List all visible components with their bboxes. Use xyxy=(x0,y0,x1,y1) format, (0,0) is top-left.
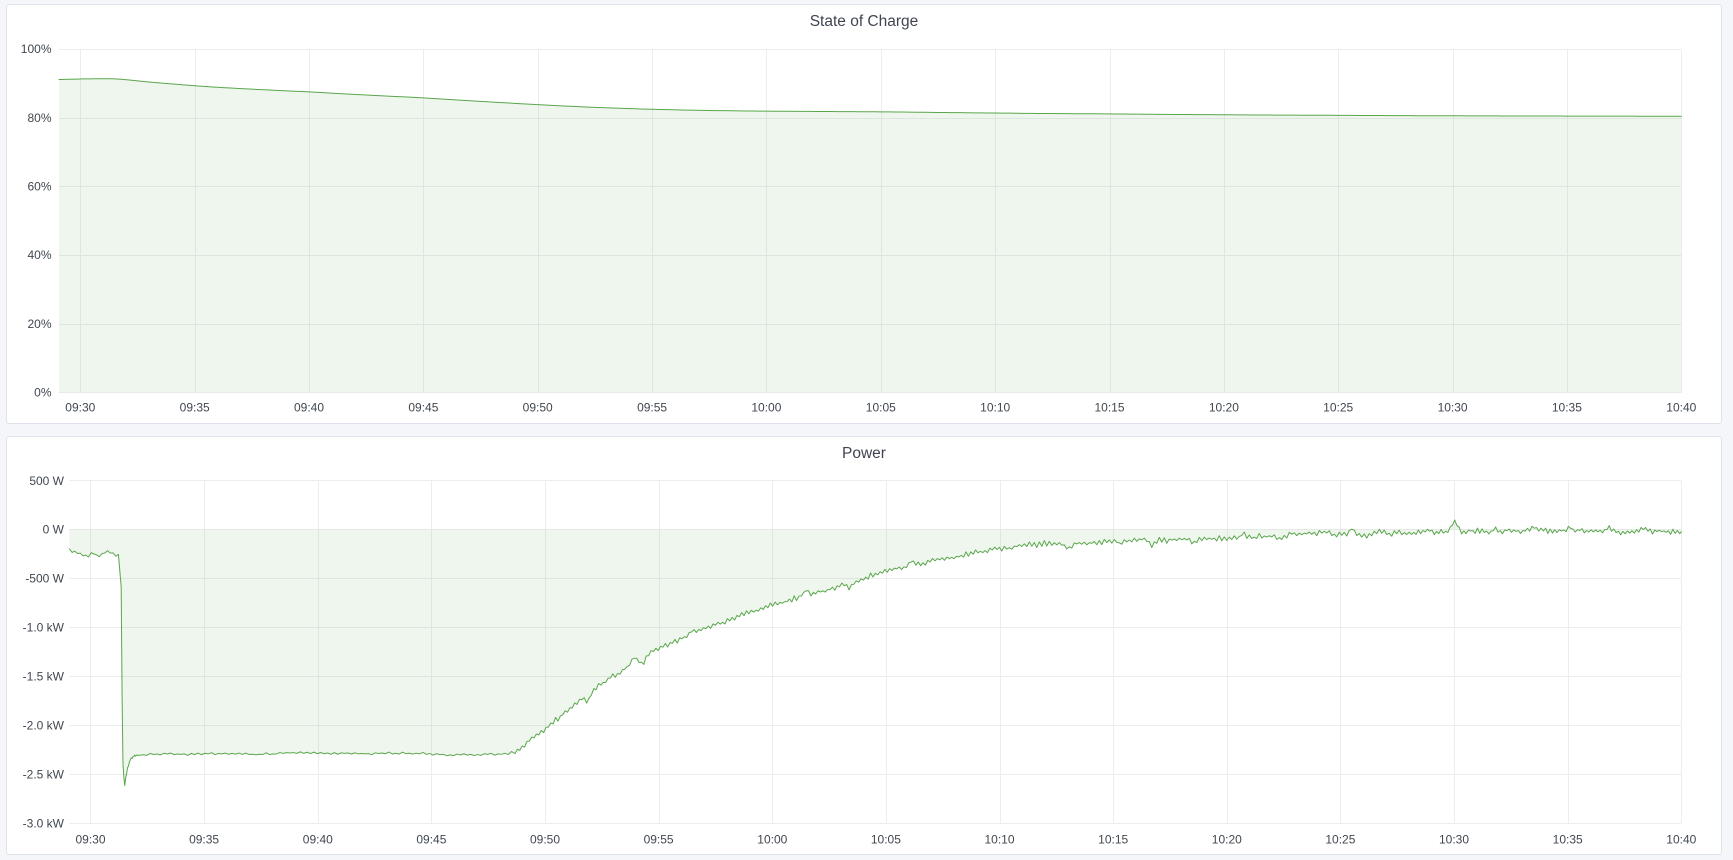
svg-text:10:25: 10:25 xyxy=(1325,833,1355,847)
svg-text:09:30: 09:30 xyxy=(65,401,95,415)
svg-text:10:40: 10:40 xyxy=(1666,401,1696,415)
svg-text:09:45: 09:45 xyxy=(408,401,438,415)
svg-text:0 W: 0 W xyxy=(43,523,65,537)
svg-text:10:15: 10:15 xyxy=(1098,833,1128,847)
svg-text:09:50: 09:50 xyxy=(523,401,553,415)
svg-text:10:35: 10:35 xyxy=(1553,833,1583,847)
svg-text:-2.0 kW: -2.0 kW xyxy=(23,718,65,732)
svg-text:09:45: 09:45 xyxy=(416,833,446,847)
svg-text:09:40: 09:40 xyxy=(303,833,333,847)
svg-text:10:00: 10:00 xyxy=(751,401,781,415)
svg-text:-3.0 kW: -3.0 kW xyxy=(23,816,65,830)
svg-text:10:10: 10:10 xyxy=(980,401,1010,415)
svg-text:10:30: 10:30 xyxy=(1439,833,1469,847)
svg-text:09:50: 09:50 xyxy=(530,833,560,847)
svg-text:-500 W: -500 W xyxy=(25,572,64,586)
svg-text:10:15: 10:15 xyxy=(1094,401,1124,415)
svg-text:09:35: 09:35 xyxy=(180,401,210,415)
svg-text:100%: 100% xyxy=(21,42,52,56)
svg-text:10:05: 10:05 xyxy=(866,401,896,415)
svg-text:10:10: 10:10 xyxy=(984,833,1014,847)
svg-text:09:30: 09:30 xyxy=(75,833,105,847)
svg-text:09:55: 09:55 xyxy=(637,401,667,415)
svg-text:500 W: 500 W xyxy=(29,474,64,488)
svg-text:10:00: 10:00 xyxy=(757,833,787,847)
svg-text:10:20: 10:20 xyxy=(1209,401,1239,415)
svg-text:09:35: 09:35 xyxy=(189,833,219,847)
svg-text:10:20: 10:20 xyxy=(1212,833,1242,847)
svg-text:09:40: 09:40 xyxy=(294,401,324,415)
svg-text:09:55: 09:55 xyxy=(644,833,674,847)
svg-text:10:25: 10:25 xyxy=(1323,401,1353,415)
svg-text:10:35: 10:35 xyxy=(1552,401,1582,415)
svg-text:20%: 20% xyxy=(27,317,51,331)
svg-text:0%: 0% xyxy=(34,386,52,400)
svg-text:-1.5 kW: -1.5 kW xyxy=(23,670,65,684)
svg-text:-2.5 kW: -2.5 kW xyxy=(23,767,65,781)
svg-text:60%: 60% xyxy=(27,180,51,194)
svg-text:10:40: 10:40 xyxy=(1666,833,1696,847)
svg-text:-1.0 kW: -1.0 kW xyxy=(23,621,65,635)
svg-text:40%: 40% xyxy=(27,248,51,262)
svg-text:80%: 80% xyxy=(27,111,51,125)
svg-text:10:05: 10:05 xyxy=(871,833,901,847)
svg-text:10:30: 10:30 xyxy=(1438,401,1468,415)
